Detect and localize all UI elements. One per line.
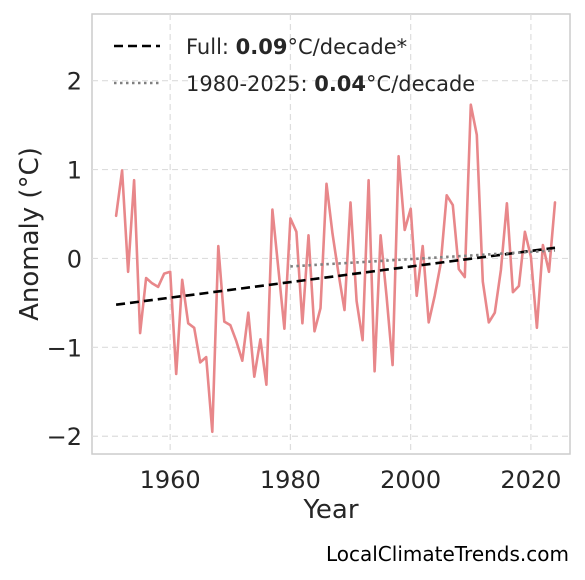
y-tick-label: −2 <box>47 423 82 451</box>
legend-full-prefix: Full: <box>186 35 236 59</box>
plot-area <box>91 13 571 455</box>
x-axis-title: Year <box>302 495 358 525</box>
x-tick-label: 2020 <box>500 466 561 494</box>
y-axis-title: Anomaly (°C) <box>15 147 45 321</box>
x-tick-label: 1980 <box>260 466 321 494</box>
y-tick-label: 1 <box>67 157 82 185</box>
plot-background <box>91 13 571 455</box>
credit-text: LocalClimateTrends.com <box>326 542 569 566</box>
legend-full-value: 0.09 <box>236 35 288 59</box>
y-tick-label: −1 <box>47 334 82 362</box>
legend-full-suffix: °C/decade* <box>288 35 408 59</box>
y-axis-ticks: −2 −1 0 1 2 <box>47 68 82 452</box>
legend-label-full: Full: 0.09°C/decade* <box>186 35 407 59</box>
legend-recent-prefix: 1980-2025: <box>186 72 314 96</box>
recent-trend-line <box>290 249 556 268</box>
x-tick-label: 2000 <box>380 466 441 494</box>
y-tick-label: 0 <box>67 245 82 273</box>
legend: Full: 0.09°C/decade* 1980-2025: 0.04°C/d… <box>114 35 475 96</box>
full-trend-line <box>115 246 556 306</box>
legend-recent-value: 0.04 <box>314 72 366 96</box>
series-layer <box>114 103 557 434</box>
legend-label-recent: 1980-2025: 0.04°C/decade <box>186 72 475 96</box>
x-tick-label: 1960 <box>140 466 201 494</box>
y-tick-label: 2 <box>67 68 82 96</box>
legend-recent-suffix: °C/decade <box>366 72 475 96</box>
x-axis-ticks: 1960 1980 2000 2020 <box>140 466 562 494</box>
